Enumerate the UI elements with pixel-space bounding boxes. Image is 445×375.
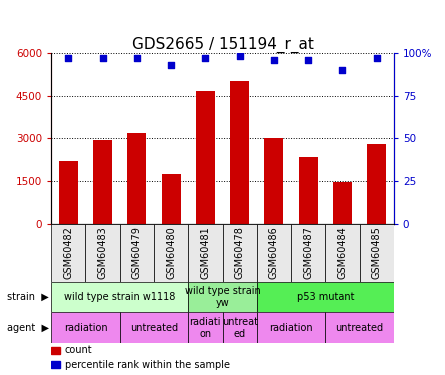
Title: GDS2665 / 151194_r_at: GDS2665 / 151194_r_at: [132, 37, 313, 53]
Point: [373, 55, 380, 61]
Text: GSM60482: GSM60482: [63, 226, 73, 279]
Bar: [257, 224, 291, 282]
Text: strain  ▶: strain ▶: [7, 292, 49, 302]
Bar: [360, 224, 394, 282]
Text: wild type strain w1118: wild type strain w1118: [64, 292, 175, 302]
Bar: [188, 224, 222, 282]
Bar: [188, 312, 222, 343]
Point: [134, 55, 141, 61]
Bar: [85, 224, 120, 282]
Text: GSM60486: GSM60486: [269, 226, 279, 279]
Bar: [325, 312, 394, 343]
Text: GSM60485: GSM60485: [372, 226, 382, 279]
Text: GSM60479: GSM60479: [132, 226, 142, 279]
Bar: [196, 91, 215, 224]
Bar: [299, 157, 318, 224]
Text: count: count: [65, 345, 93, 355]
Text: GSM60484: GSM60484: [337, 226, 348, 279]
Point: [305, 57, 312, 63]
Point: [99, 55, 106, 61]
Text: p53 mutant: p53 mutant: [296, 292, 354, 302]
Text: radiation: radiation: [64, 323, 107, 333]
Text: GSM60478: GSM60478: [235, 226, 245, 279]
Bar: [120, 312, 188, 343]
Text: untreated: untreated: [336, 323, 384, 333]
Point: [65, 55, 72, 61]
Point: [202, 55, 209, 61]
Bar: [257, 312, 325, 343]
Bar: [127, 132, 146, 224]
Bar: [188, 282, 257, 312]
Text: agent  ▶: agent ▶: [7, 323, 49, 333]
Point: [271, 57, 278, 63]
Text: percentile rank within the sample: percentile rank within the sample: [65, 360, 230, 370]
Bar: [51, 282, 188, 312]
Bar: [291, 224, 325, 282]
Bar: [93, 140, 112, 224]
Point: [339, 67, 346, 73]
Bar: [120, 224, 154, 282]
Text: untreated: untreated: [130, 323, 178, 333]
Bar: [222, 312, 257, 343]
Bar: [154, 224, 188, 282]
Text: radiation: radiation: [269, 323, 313, 333]
Text: GSM60480: GSM60480: [166, 226, 176, 279]
Bar: [51, 347, 60, 354]
Bar: [59, 161, 78, 224]
Text: wild type strain
yw: wild type strain yw: [185, 286, 260, 308]
Bar: [51, 312, 120, 343]
Bar: [230, 81, 249, 224]
Text: radiati
on: radiati on: [190, 317, 221, 339]
Bar: [257, 282, 394, 312]
Bar: [264, 138, 283, 224]
Text: untreat
ed: untreat ed: [222, 317, 258, 339]
Bar: [325, 224, 360, 282]
Text: GSM60487: GSM60487: [303, 226, 313, 279]
Bar: [222, 224, 257, 282]
Bar: [51, 224, 85, 282]
Bar: [333, 182, 352, 224]
Text: GSM60483: GSM60483: [97, 226, 108, 279]
Text: GSM60481: GSM60481: [200, 226, 210, 279]
Bar: [367, 144, 386, 224]
Point: [236, 53, 243, 59]
Point: [168, 62, 175, 68]
Bar: [162, 174, 181, 223]
Bar: [51, 362, 60, 368]
